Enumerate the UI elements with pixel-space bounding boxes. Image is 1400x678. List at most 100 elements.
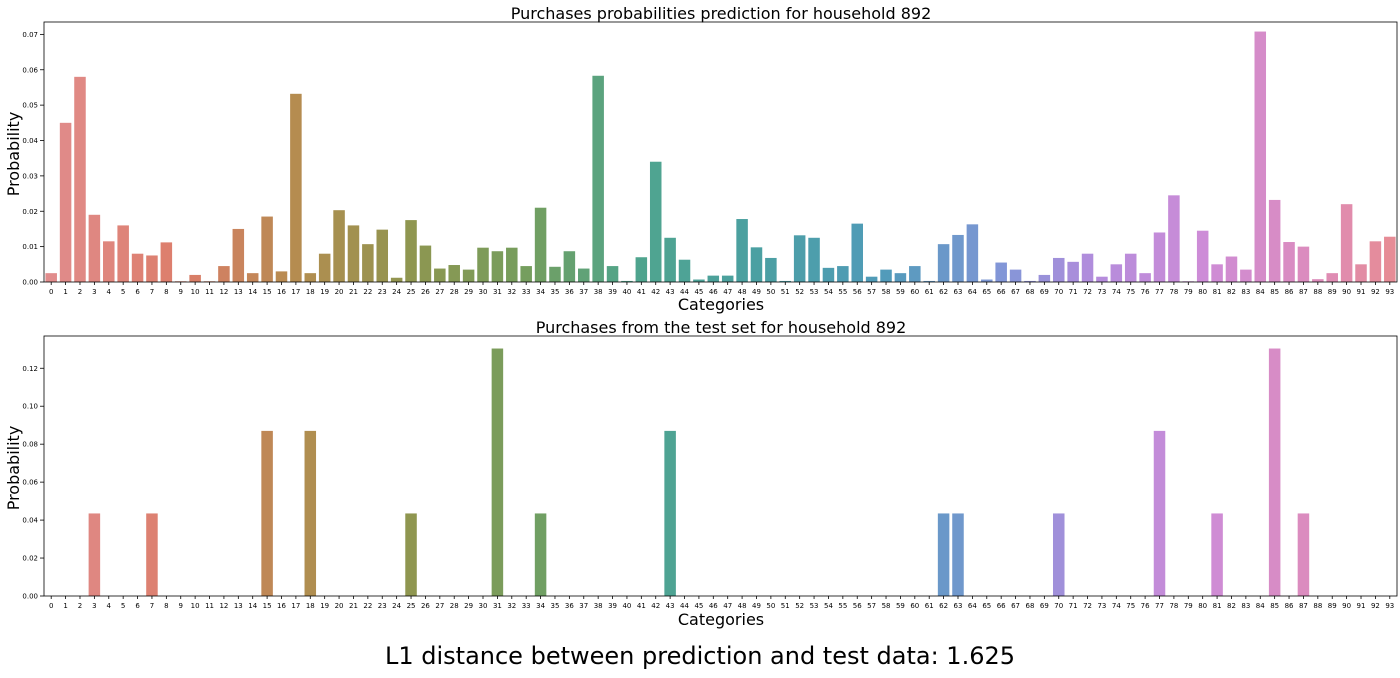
- x-tick-label: 72: [1083, 288, 1092, 296]
- x-tick-label: 65: [982, 602, 991, 610]
- x-tick-label: 82: [1227, 602, 1236, 610]
- y-tick-label: 0.00: [22, 593, 38, 601]
- bar: [1268, 348, 1281, 596]
- bar: [1369, 241, 1382, 282]
- x-tick-label: 78: [1169, 288, 1178, 296]
- x-tick-label: 76: [1141, 602, 1150, 610]
- x-tick-label: 62: [939, 602, 948, 610]
- bar: [606, 266, 619, 282]
- bar: [549, 266, 561, 282]
- x-tick-label: 53: [810, 288, 819, 296]
- x-axis-label: Categories: [678, 295, 764, 314]
- y-tick-label: 0.01: [22, 243, 38, 251]
- y-tick-label: 0.00: [22, 279, 38, 287]
- bar: [808, 237, 820, 282]
- bar: [1283, 242, 1295, 282]
- x-tick-label: 55: [838, 288, 847, 296]
- bar: [678, 259, 691, 282]
- bar: [1081, 253, 1094, 282]
- x-tick-label: 26: [421, 602, 430, 610]
- bar: [736, 219, 748, 282]
- x-tick-label: 87: [1299, 602, 1308, 610]
- x-tick-label: 3: [92, 288, 96, 296]
- x-tick-label: 67: [1011, 288, 1020, 296]
- x-tick-label: 38: [594, 288, 603, 296]
- y-tick-label: 0.07: [22, 31, 38, 39]
- x-tick-label: 16: [277, 288, 286, 296]
- bar: [793, 235, 806, 282]
- x-tick-label: 48: [738, 602, 747, 610]
- bar: [189, 274, 201, 282]
- x-tick-label: 8: [164, 602, 168, 610]
- x-tick-label: 65: [982, 288, 991, 296]
- x-tick-label: 0: [49, 602, 53, 610]
- x-tick-label: 61: [925, 602, 934, 610]
- x-tick-label: 64: [968, 288, 977, 296]
- plot-frame: [43, 21, 1398, 283]
- bar: [1024, 280, 1036, 282]
- x-tick-label: 46: [709, 288, 718, 296]
- bar: [131, 253, 144, 282]
- x-tick-label: 5: [121, 602, 125, 610]
- x-tick-label: 50: [766, 288, 775, 296]
- x-tick-label: 34: [536, 288, 545, 296]
- bar: [261, 430, 273, 596]
- x-tick-label: 70: [1054, 602, 1063, 610]
- y-tick-label: 0.02: [22, 555, 38, 563]
- x-tick-label: 52: [795, 602, 804, 610]
- x-tick-label: 92: [1371, 288, 1380, 296]
- bar: [1009, 269, 1022, 282]
- x-tick-label: 54: [824, 288, 833, 296]
- x-tick-label: 49: [752, 288, 761, 296]
- x-tick-label: 73: [1097, 602, 1106, 610]
- bar: [664, 430, 676, 596]
- x-tick-label: 2: [78, 288, 82, 296]
- bar: [1168, 195, 1180, 282]
- x-tick-label: 81: [1213, 602, 1222, 610]
- x-tick-label: 84: [1256, 288, 1265, 296]
- x-tick-label: 50: [766, 602, 775, 610]
- x-tick-label: 17: [291, 288, 300, 296]
- bar: [146, 255, 158, 282]
- bar: [88, 214, 101, 282]
- x-tick-label: 1: [63, 602, 67, 610]
- bar: [491, 251, 504, 282]
- bar: [290, 93, 302, 282]
- bar: [1052, 257, 1065, 282]
- y-axis-label: Probability: [4, 426, 23, 511]
- x-tick-label: 19: [320, 288, 329, 296]
- bar: [707, 275, 720, 282]
- x-tick-label: 82: [1227, 288, 1236, 296]
- x-tick-label: 63: [954, 288, 963, 296]
- x-tick-label: 48: [738, 288, 747, 296]
- x-tick-label: 92: [1371, 602, 1380, 610]
- x-tick-label: 66: [997, 602, 1006, 610]
- x-tick-label: 30: [479, 288, 488, 296]
- prediction-chart: Purchases probabilities prediction for h…: [4, 4, 1398, 314]
- x-tick-label: 11: [205, 288, 214, 296]
- x-tick-label: 32: [507, 602, 516, 610]
- x-tick-label: 79: [1184, 288, 1193, 296]
- bar: [952, 513, 964, 596]
- x-tick-label: 43: [666, 288, 675, 296]
- bar: [1297, 246, 1310, 282]
- x-tick-label: 57: [867, 288, 876, 296]
- x-tick-label: 57: [867, 602, 876, 610]
- bar: [462, 269, 475, 282]
- x-tick-label: 70: [1054, 288, 1063, 296]
- x-tick-label: 38: [594, 602, 603, 610]
- x-tick-label: 37: [579, 288, 588, 296]
- x-tick-label: 16: [277, 602, 286, 610]
- x-tick-label: 59: [896, 602, 905, 610]
- y-tick-label: 0.06: [22, 479, 38, 487]
- x-tick-label: 41: [637, 602, 646, 610]
- x-tick-label: 33: [522, 602, 531, 610]
- bar: [937, 244, 950, 282]
- x-tick-label: 21: [349, 288, 358, 296]
- y-tick-label: 0.04: [22, 137, 38, 145]
- x-tick-label: 84: [1256, 602, 1265, 610]
- x-tick-label: 42: [651, 288, 660, 296]
- x-tick-label: 46: [709, 602, 718, 610]
- x-tick-label: 51: [781, 602, 790, 610]
- x-tick-label: 15: [263, 602, 272, 610]
